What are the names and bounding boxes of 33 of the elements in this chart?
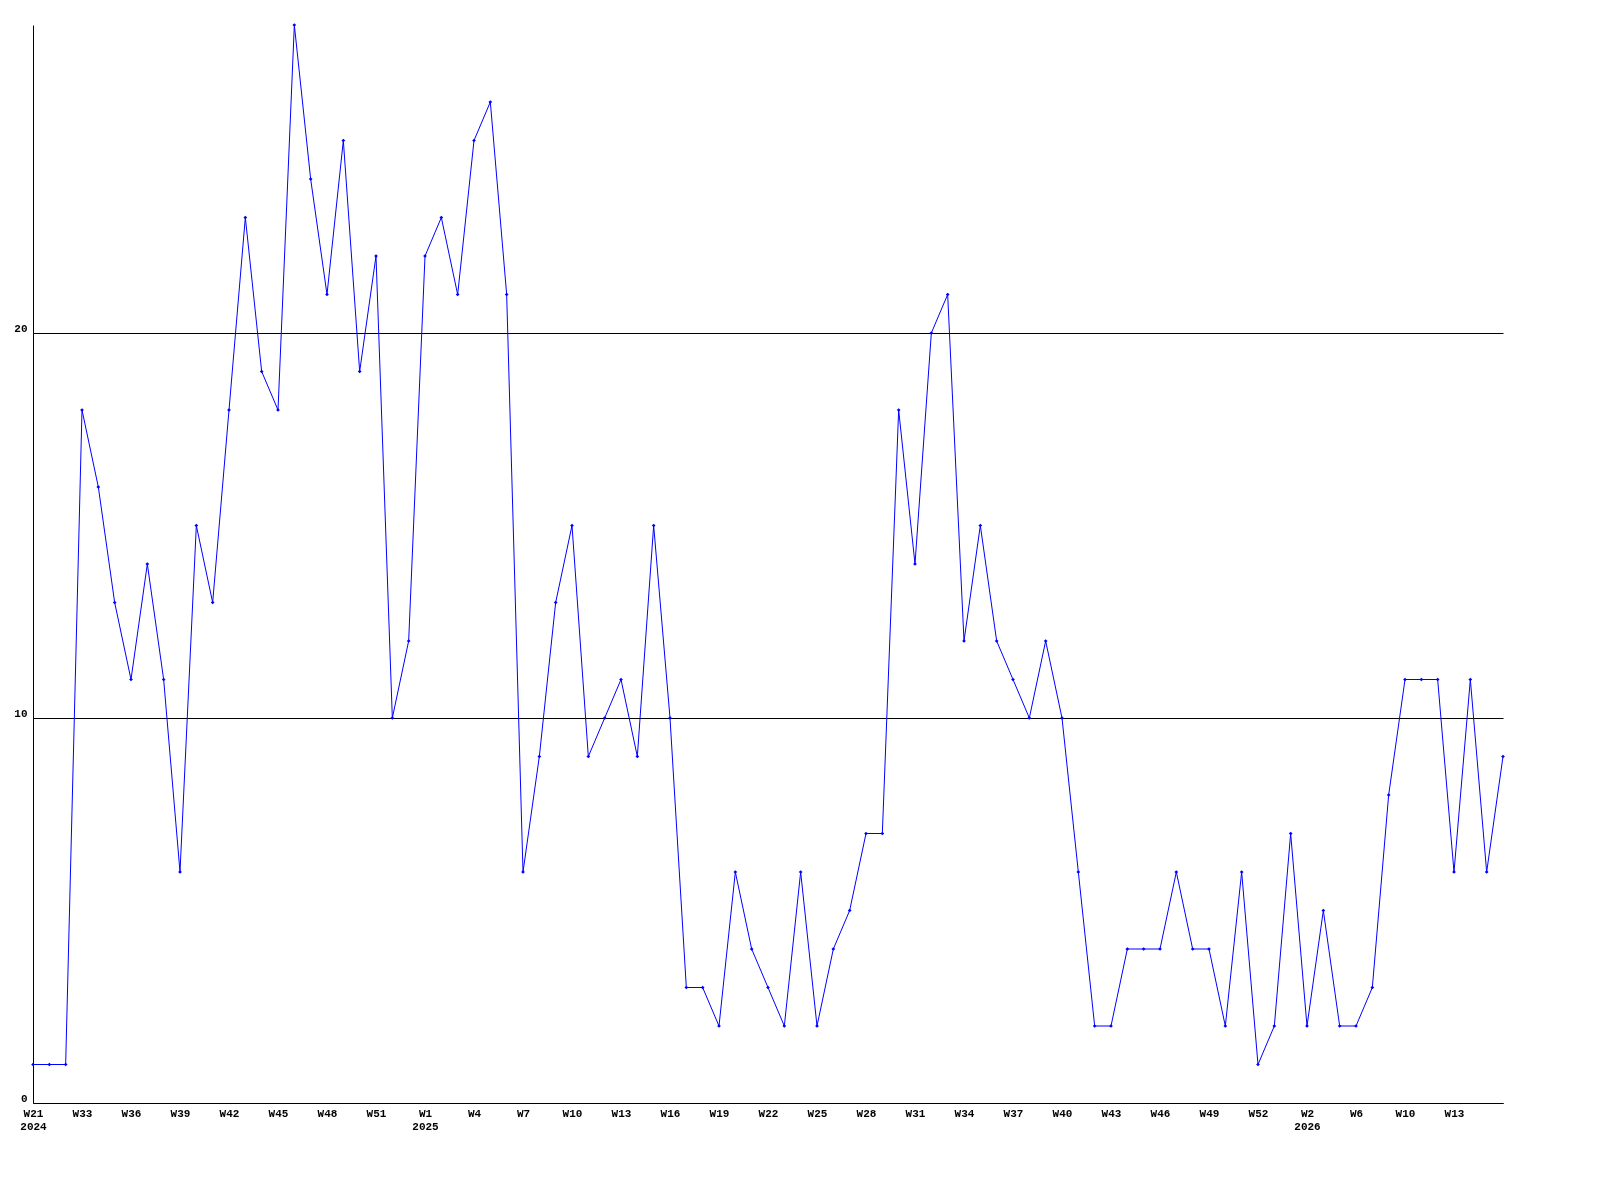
x-tick-label: W46	[1150, 1107, 1171, 1120]
y-tick-label: 0	[20, 1092, 28, 1105]
x-tick-label: W6	[1349, 1107, 1364, 1120]
x-tick-label: W1 2025	[412, 1107, 440, 1133]
x-tick-label: W51	[366, 1107, 387, 1120]
x-tick-label: W25	[807, 1107, 828, 1120]
x-tick-label: W34	[954, 1107, 975, 1120]
x-tick-label: W4	[467, 1107, 482, 1120]
x-tick-label: W48	[317, 1107, 338, 1120]
x-tick-label: W43	[1101, 1107, 1122, 1120]
x-tick-label: W10	[562, 1107, 583, 1120]
x-tick-label: W39	[170, 1107, 191, 1120]
x-tick-label: W40	[1052, 1107, 1073, 1120]
x-tick-label: W45	[268, 1107, 289, 1120]
x-tick-label: W16	[660, 1107, 681, 1120]
x-tick-label: W52	[1248, 1107, 1269, 1120]
x-tick-label: W19	[709, 1107, 730, 1120]
x-tick-label: W2 2026	[1294, 1107, 1321, 1133]
y-tick-label: 20	[14, 322, 28, 335]
x-tick-label: W22	[758, 1107, 779, 1120]
y-tick-label: 10	[14, 707, 28, 720]
x-tick-label: W21 2024	[20, 1107, 48, 1133]
x-tick-label: W28	[856, 1107, 877, 1120]
x-tick-label: W36	[121, 1107, 142, 1120]
x-tick-label: W13	[611, 1107, 632, 1120]
x-tick-label: W33	[72, 1107, 93, 1120]
x-tick-label: W10	[1395, 1107, 1416, 1120]
x-tick-label: W7	[516, 1107, 531, 1120]
x-tick-label: W42	[219, 1107, 240, 1120]
x-tick-label: W49	[1199, 1107, 1220, 1120]
x-tick-label: W13	[1444, 1107, 1465, 1120]
x-tick-label: W37	[1003, 1107, 1024, 1120]
x-tick-label: W31	[905, 1107, 926, 1120]
